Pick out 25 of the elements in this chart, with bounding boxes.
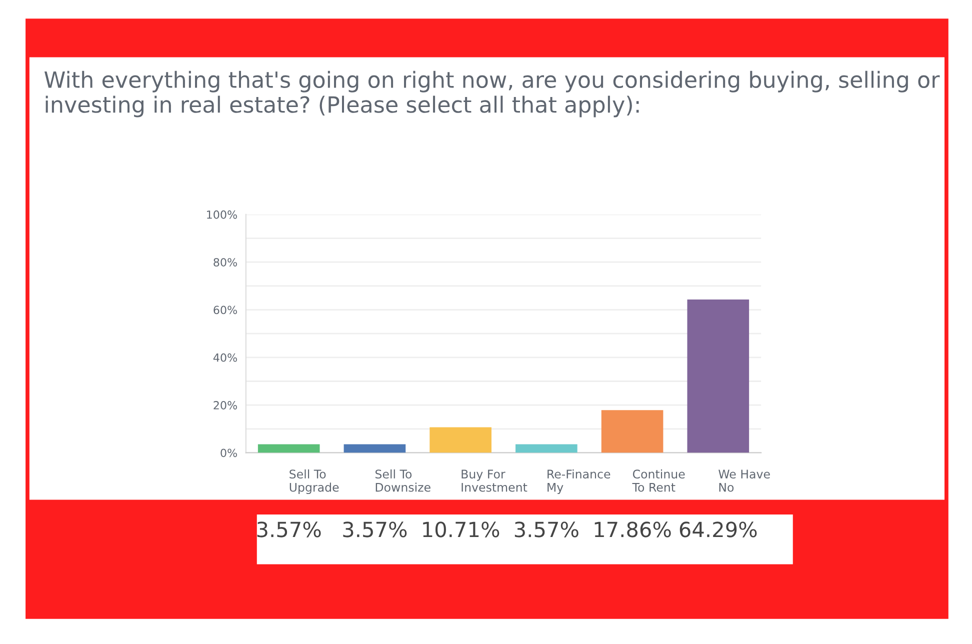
y-tick-label: 80% (214, 258, 237, 266)
bar (687, 300, 750, 453)
y-tick-label: 20% (214, 401, 237, 410)
bar (258, 444, 320, 453)
bar (344, 444, 406, 453)
x-tick-label: Sell To Upgrade (290, 469, 339, 494)
x-tick-label: Re-Finance My (548, 469, 610, 494)
bar (601, 410, 664, 453)
data-label: 10.71% (423, 522, 500, 538)
x-tick-label: Sell To Downsize (375, 469, 430, 492)
y-tick-label: 0% (220, 448, 237, 458)
x-tick-label: We Have No (718, 470, 770, 492)
bar (430, 427, 492, 453)
y-tick-label: 40% (213, 353, 237, 362)
data-label: 17.86% (594, 522, 671, 538)
data-label: 3.57% (257, 522, 321, 538)
bar (516, 444, 578, 453)
data-label: 64.29% (680, 522, 757, 538)
y-tick-label: 100% (207, 210, 237, 219)
chart-title: With everything that's going on right now, are you considering buying, selling or investing in real estate? (Please select all that apply): (44, 70, 940, 118)
x-tick-label: Continue To Rent (632, 469, 685, 492)
x-tick-label: Buy For Investment (462, 470, 528, 492)
data-label: 3.57% (343, 522, 407, 538)
data-label: 3.57% (514, 522, 578, 538)
y-tick-label: 60% (214, 306, 237, 314)
